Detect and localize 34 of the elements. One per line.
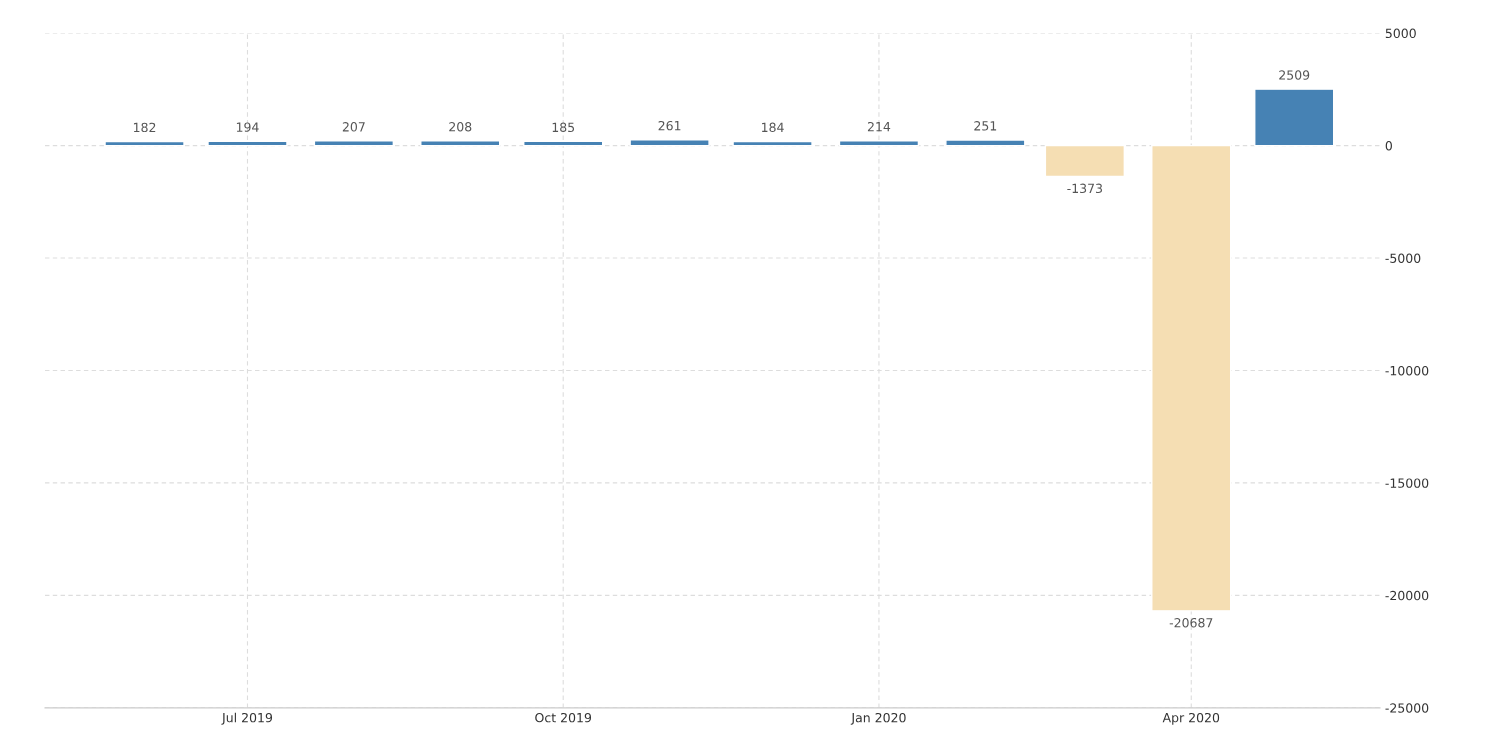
data-label: -20687 xyxy=(1169,617,1213,628)
data-label: 194 xyxy=(236,122,259,132)
x-tick-label: Apr 2020 xyxy=(1162,712,1220,725)
bar xyxy=(313,140,395,147)
x-tick-label: Jan 2020 xyxy=(850,712,906,725)
y-tick-label: 5000 xyxy=(1385,28,1416,39)
bar xyxy=(1151,144,1232,612)
data-label: 182 xyxy=(133,122,156,133)
data-label: 261 xyxy=(658,120,681,131)
x-tick-label: Oct 2019 xyxy=(535,712,592,723)
bar xyxy=(420,140,501,147)
bar xyxy=(1254,88,1335,147)
bar xyxy=(629,139,710,147)
bar xyxy=(1044,144,1126,178)
bar xyxy=(104,140,185,147)
y-tick-label: -25000 xyxy=(1385,703,1429,713)
x-tick-label: Jul 2019 xyxy=(221,712,273,725)
y-tick-label: -10000 xyxy=(1385,365,1429,376)
y-tick-label: 0 xyxy=(1385,141,1392,151)
data-label: 214 xyxy=(867,121,891,132)
y-tick-label: -20000 xyxy=(1385,590,1429,601)
y-tick-label: -5000 xyxy=(1385,253,1421,263)
bar xyxy=(732,140,813,147)
bar xyxy=(523,140,604,147)
data-label: 185 xyxy=(552,122,575,133)
data-label: 2509 xyxy=(1279,70,1310,80)
data-label: 184 xyxy=(762,122,784,133)
bar xyxy=(945,139,1026,147)
y-tick-label: -15000 xyxy=(1385,478,1429,488)
data-label: -1373 xyxy=(1067,183,1103,194)
data-label: 251 xyxy=(974,121,997,131)
data-label: 208 xyxy=(449,122,472,132)
data-label: 207 xyxy=(342,122,365,132)
bar xyxy=(838,140,920,147)
